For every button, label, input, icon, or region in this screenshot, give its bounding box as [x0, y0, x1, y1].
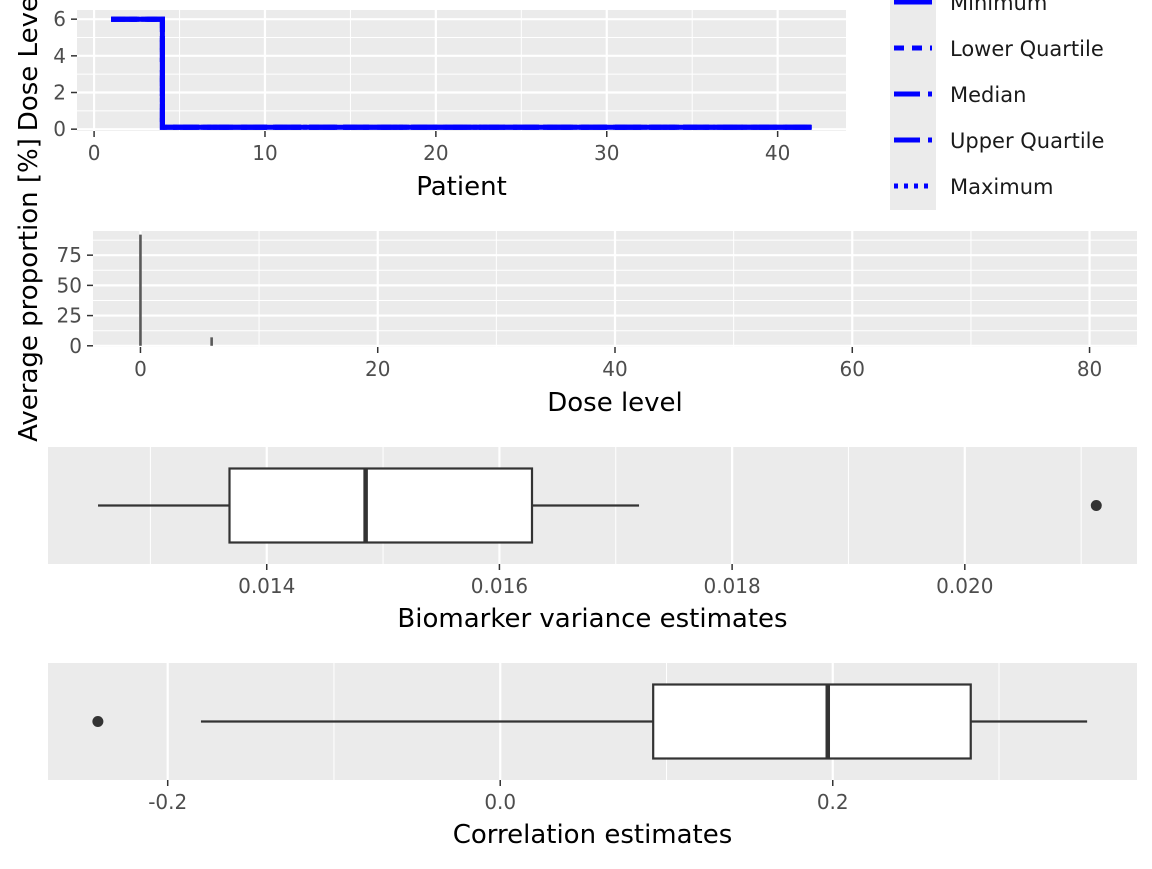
- y-tick-label: 0: [69, 334, 82, 358]
- correlation-panel: -0.2 0.0 0.2 Correlation estimates: [48, 663, 1137, 850]
- x-tick-label: 0.014: [238, 574, 295, 598]
- y-tick-label: 2: [53, 81, 66, 105]
- legend-label: Lower Quartile: [950, 37, 1104, 61]
- outlier-point: [1090, 500, 1102, 511]
- y-tick-label: 50: [57, 273, 82, 297]
- outlier-point: [92, 716, 104, 727]
- y-tick-label: 0: [53, 117, 66, 141]
- x-tick-label: 40: [765, 141, 790, 165]
- x-tick-label: 80: [1077, 357, 1102, 381]
- series-line: [111, 16, 812, 130]
- legend-label: Maximum: [950, 175, 1053, 199]
- x-tick-label: 20: [365, 357, 390, 381]
- legend-label: Median: [950, 83, 1026, 107]
- y-tick-label: 25: [57, 304, 82, 328]
- bar: [210, 337, 213, 346]
- x-tick-label: 0.018: [703, 574, 760, 598]
- proportion-panel: 0 20 40 60 80 0 25 50 75 Dose level Average propor…: [14, 138, 1137, 442]
- box: [228, 467, 534, 544]
- dose-level-panel: 0 10 20 30 40 0 2 4 6 Patient Dose Level Minimum Low…: [14, 0, 1104, 210]
- legend-label: Upper Quartile: [950, 129, 1104, 153]
- x-axis-title: Patient: [416, 172, 507, 202]
- variance-panel: 0.014 0.016 0.018 0.020 Biomarker variance e…: [48, 447, 1137, 634]
- y-tick-label: 75: [57, 243, 82, 267]
- x-tick-label: 0: [88, 141, 101, 165]
- x-tick-label: 30: [594, 141, 619, 165]
- x-axis-title: Biomarker variance estimates: [397, 604, 787, 634]
- x-tick-label: 10: [252, 141, 277, 165]
- y-axis-title: Average proportion [%]: [14, 138, 44, 442]
- x-tick-label: 0.016: [471, 574, 528, 598]
- x-axis-title: Dose level: [547, 388, 683, 418]
- legend-key-background: [890, 0, 936, 210]
- legend-label: Minimum: [950, 0, 1047, 15]
- x-tick-label: 40: [602, 357, 627, 381]
- x-tick-label: 20: [423, 141, 448, 165]
- y-tick-label: 6: [53, 7, 66, 31]
- bar: [139, 234, 142, 346]
- x-tick-label: -0.2: [148, 790, 187, 814]
- x-tick-label: 0.0: [484, 790, 516, 814]
- x-tick-label: 0.020: [936, 574, 993, 598]
- plot-background: [77, 10, 846, 131]
- x-tick-label: 0.2: [817, 790, 849, 814]
- x-tick-label: 0: [134, 357, 147, 381]
- y-axis-title: Dose Level: [14, 0, 44, 131]
- x-tick-label: 60: [840, 357, 865, 381]
- x-axis-title: Correlation estimates: [453, 820, 733, 850]
- box: [652, 683, 972, 760]
- legend: Minimum Lower Quartile Median Upper Quartil…: [890, 0, 1104, 210]
- y-tick-label: 4: [53, 44, 66, 68]
